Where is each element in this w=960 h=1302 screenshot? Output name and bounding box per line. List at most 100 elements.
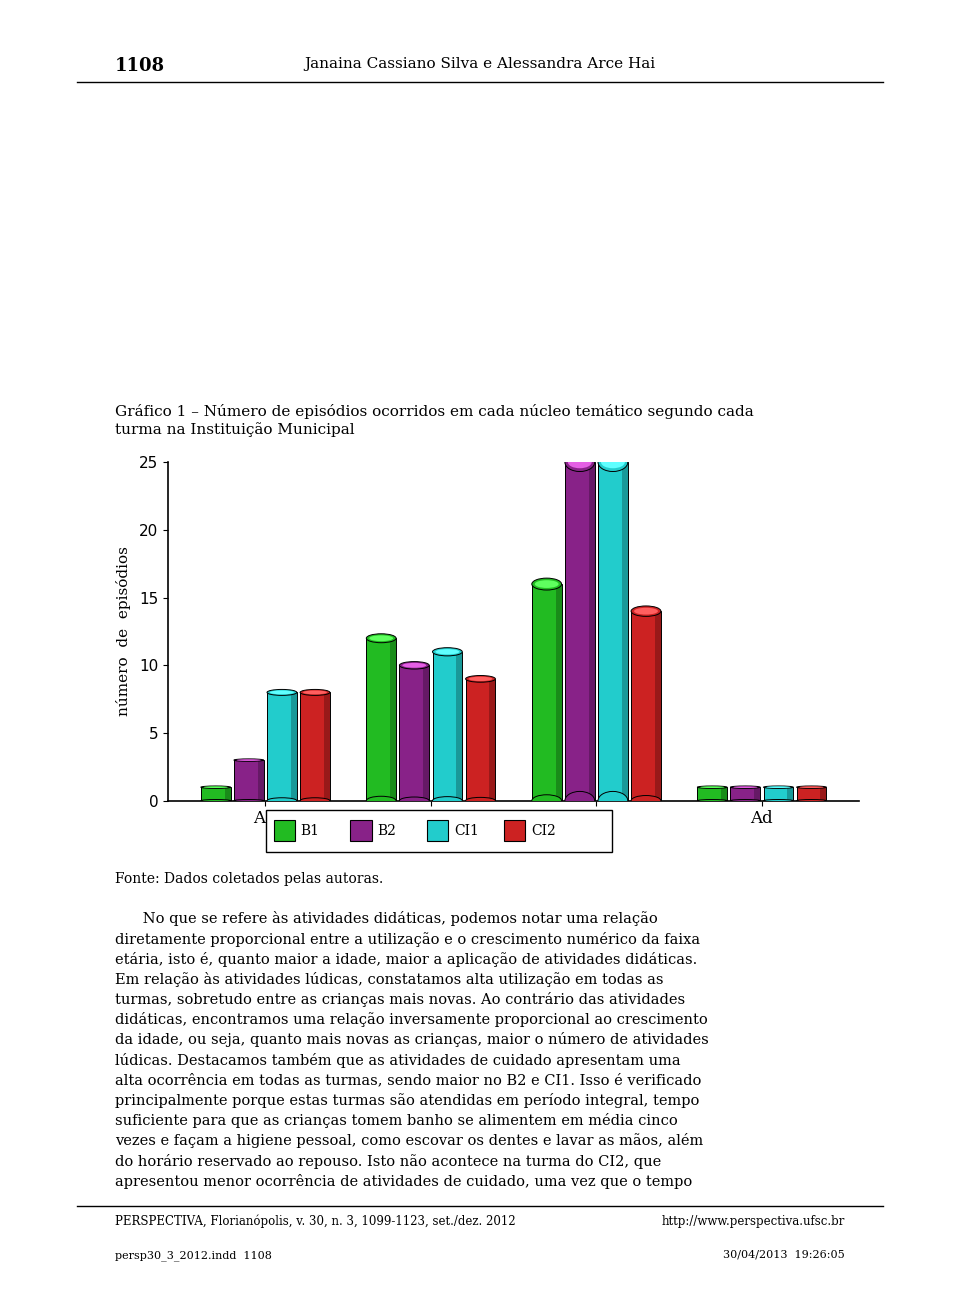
Bar — [655, 611, 660, 801]
Ellipse shape — [731, 786, 760, 789]
Ellipse shape — [733, 786, 757, 788]
Text: Em relação às atividades lúdicas, constatamos alta utilização em todas as: Em relação às atividades lúdicas, consta… — [115, 971, 663, 987]
Bar — [456, 652, 463, 801]
Bar — [390, 638, 396, 801]
Bar — [588, 462, 594, 801]
Ellipse shape — [436, 650, 459, 655]
Bar — [423, 665, 429, 801]
Text: Gráfico 1 – Número de episódios ocorridos em cada núcleo temático segundo cada: Gráfico 1 – Número de episódios ocorrido… — [115, 404, 754, 419]
Ellipse shape — [237, 759, 261, 760]
Text: didáticas, encontramos uma relação inversamente proporcional ao crescimento: didáticas, encontramos uma relação inver… — [115, 1013, 708, 1027]
Text: Fonte: Dados coletados pelas autoras.: Fonte: Dados coletados pelas autoras. — [115, 872, 383, 887]
Text: 1108: 1108 — [115, 57, 165, 76]
Ellipse shape — [300, 798, 330, 803]
Ellipse shape — [601, 456, 625, 469]
Ellipse shape — [433, 647, 463, 656]
Y-axis label: número  de  episódios: número de episódios — [116, 547, 131, 716]
Ellipse shape — [532, 794, 562, 807]
Text: apresentou menor ocorrência de atividades de cuidado, uma vez que o tempo: apresentou menor ocorrência de atividade… — [115, 1174, 692, 1189]
Ellipse shape — [204, 786, 228, 788]
Text: alta ocorrência em todas as turmas, sendo maior no B2 e CI1. Isso é verificado: alta ocorrência em todas as turmas, send… — [115, 1073, 702, 1087]
Bar — [697, 788, 727, 801]
Text: turmas, sobretudo entre as crianças mais novas. Ao contrário das atividades: turmas, sobretudo entre as crianças mais… — [115, 992, 685, 1008]
Ellipse shape — [468, 677, 492, 681]
X-axis label: núcleos   temáticos: núcleos temáticos — [423, 838, 604, 855]
Bar — [201, 788, 230, 801]
Ellipse shape — [700, 786, 724, 788]
Bar — [797, 788, 827, 801]
Ellipse shape — [797, 786, 827, 789]
Bar — [234, 760, 264, 801]
Ellipse shape — [466, 797, 495, 805]
Ellipse shape — [631, 605, 660, 616]
Text: Janaina Cassiano Silva e Alessandra Arce Hai: Janaina Cassiano Silva e Alessandra Arce… — [304, 57, 656, 72]
Text: turma na Instituição Municipal: turma na Instituição Municipal — [115, 422, 355, 436]
Text: http://www.perspectiva.ufsc.br: http://www.perspectiva.ufsc.br — [661, 1215, 845, 1228]
Text: CI2: CI2 — [531, 824, 556, 837]
Text: do horário reservado ao repouso. Isto não acontece na turma do CI2, que: do horário reservado ao repouso. Isto nã… — [115, 1154, 661, 1169]
Text: B1: B1 — [300, 824, 320, 837]
Bar — [267, 693, 297, 801]
Bar — [466, 678, 495, 801]
Bar — [532, 585, 562, 801]
Bar — [763, 788, 793, 801]
Ellipse shape — [598, 792, 628, 810]
Bar — [697, 788, 727, 801]
Ellipse shape — [270, 690, 294, 694]
Text: vezes e façam a higiene pessoal, como escovar os dentes e lavar as mãos, além: vezes e façam a higiene pessoal, como es… — [115, 1133, 704, 1148]
Bar — [433, 652, 463, 801]
Ellipse shape — [635, 608, 658, 615]
Text: B2: B2 — [377, 824, 396, 837]
Ellipse shape — [370, 635, 393, 641]
Ellipse shape — [598, 453, 628, 471]
Bar — [532, 585, 562, 801]
Bar — [564, 462, 594, 801]
Bar — [257, 760, 264, 801]
Text: da idade, ou seja, quanto mais novas as crianças, maior o número de atividades: da idade, ou seja, quanto mais novas as … — [115, 1032, 708, 1048]
Bar — [399, 665, 429, 801]
Ellipse shape — [466, 676, 495, 682]
Text: 30/04/2013  19:26:05: 30/04/2013 19:26:05 — [723, 1250, 845, 1260]
Bar — [367, 638, 396, 801]
Bar — [731, 788, 760, 801]
Ellipse shape — [201, 786, 230, 789]
Ellipse shape — [800, 786, 824, 788]
Ellipse shape — [201, 799, 230, 802]
Bar — [300, 693, 330, 801]
Bar — [324, 693, 330, 801]
Ellipse shape — [402, 663, 426, 668]
Text: PERSPECTIVA, Florianópolis, v. 30, n. 3, 1099-1123, set./dez. 2012: PERSPECTIVA, Florianópolis, v. 30, n. 3,… — [115, 1215, 516, 1228]
Text: persp30_3_2012.indd  1108: persp30_3_2012.indd 1108 — [115, 1250, 272, 1260]
Ellipse shape — [763, 799, 793, 802]
Ellipse shape — [564, 453, 594, 471]
Text: No que se refere às atividades didáticas, podemos notar uma relação: No que se refere às atividades didáticas… — [115, 911, 658, 927]
Ellipse shape — [766, 786, 790, 788]
Text: diretamente proporcional entre a utilização e o crescimento numérico da faixa: diretamente proporcional entre a utiliza… — [115, 932, 701, 947]
Text: etária, isto é, quanto maior a idade, maior a aplicação de atividades didáticas.: etária, isto é, quanto maior a idade, ma… — [115, 952, 698, 967]
Bar — [564, 462, 594, 801]
Ellipse shape — [234, 759, 264, 762]
Bar — [755, 788, 760, 801]
Bar — [797, 788, 827, 801]
Bar — [731, 788, 760, 801]
Text: CI1: CI1 — [454, 824, 479, 837]
Ellipse shape — [568, 456, 591, 469]
Bar — [300, 693, 330, 801]
Bar — [399, 665, 429, 801]
Bar — [787, 788, 793, 801]
Text: lúdicas. Destacamos também que as atividades de cuidado apresentam uma: lúdicas. Destacamos também que as ativid… — [115, 1052, 681, 1068]
Ellipse shape — [300, 690, 330, 695]
Ellipse shape — [564, 792, 594, 810]
Bar — [721, 788, 727, 801]
Ellipse shape — [399, 661, 429, 669]
Ellipse shape — [399, 797, 429, 805]
Ellipse shape — [532, 578, 562, 590]
Bar — [367, 638, 396, 801]
Ellipse shape — [367, 634, 396, 643]
Bar — [763, 788, 793, 801]
Bar — [821, 788, 827, 801]
Ellipse shape — [267, 690, 297, 695]
Bar — [490, 678, 495, 801]
Bar — [631, 611, 660, 801]
Bar — [201, 788, 230, 801]
